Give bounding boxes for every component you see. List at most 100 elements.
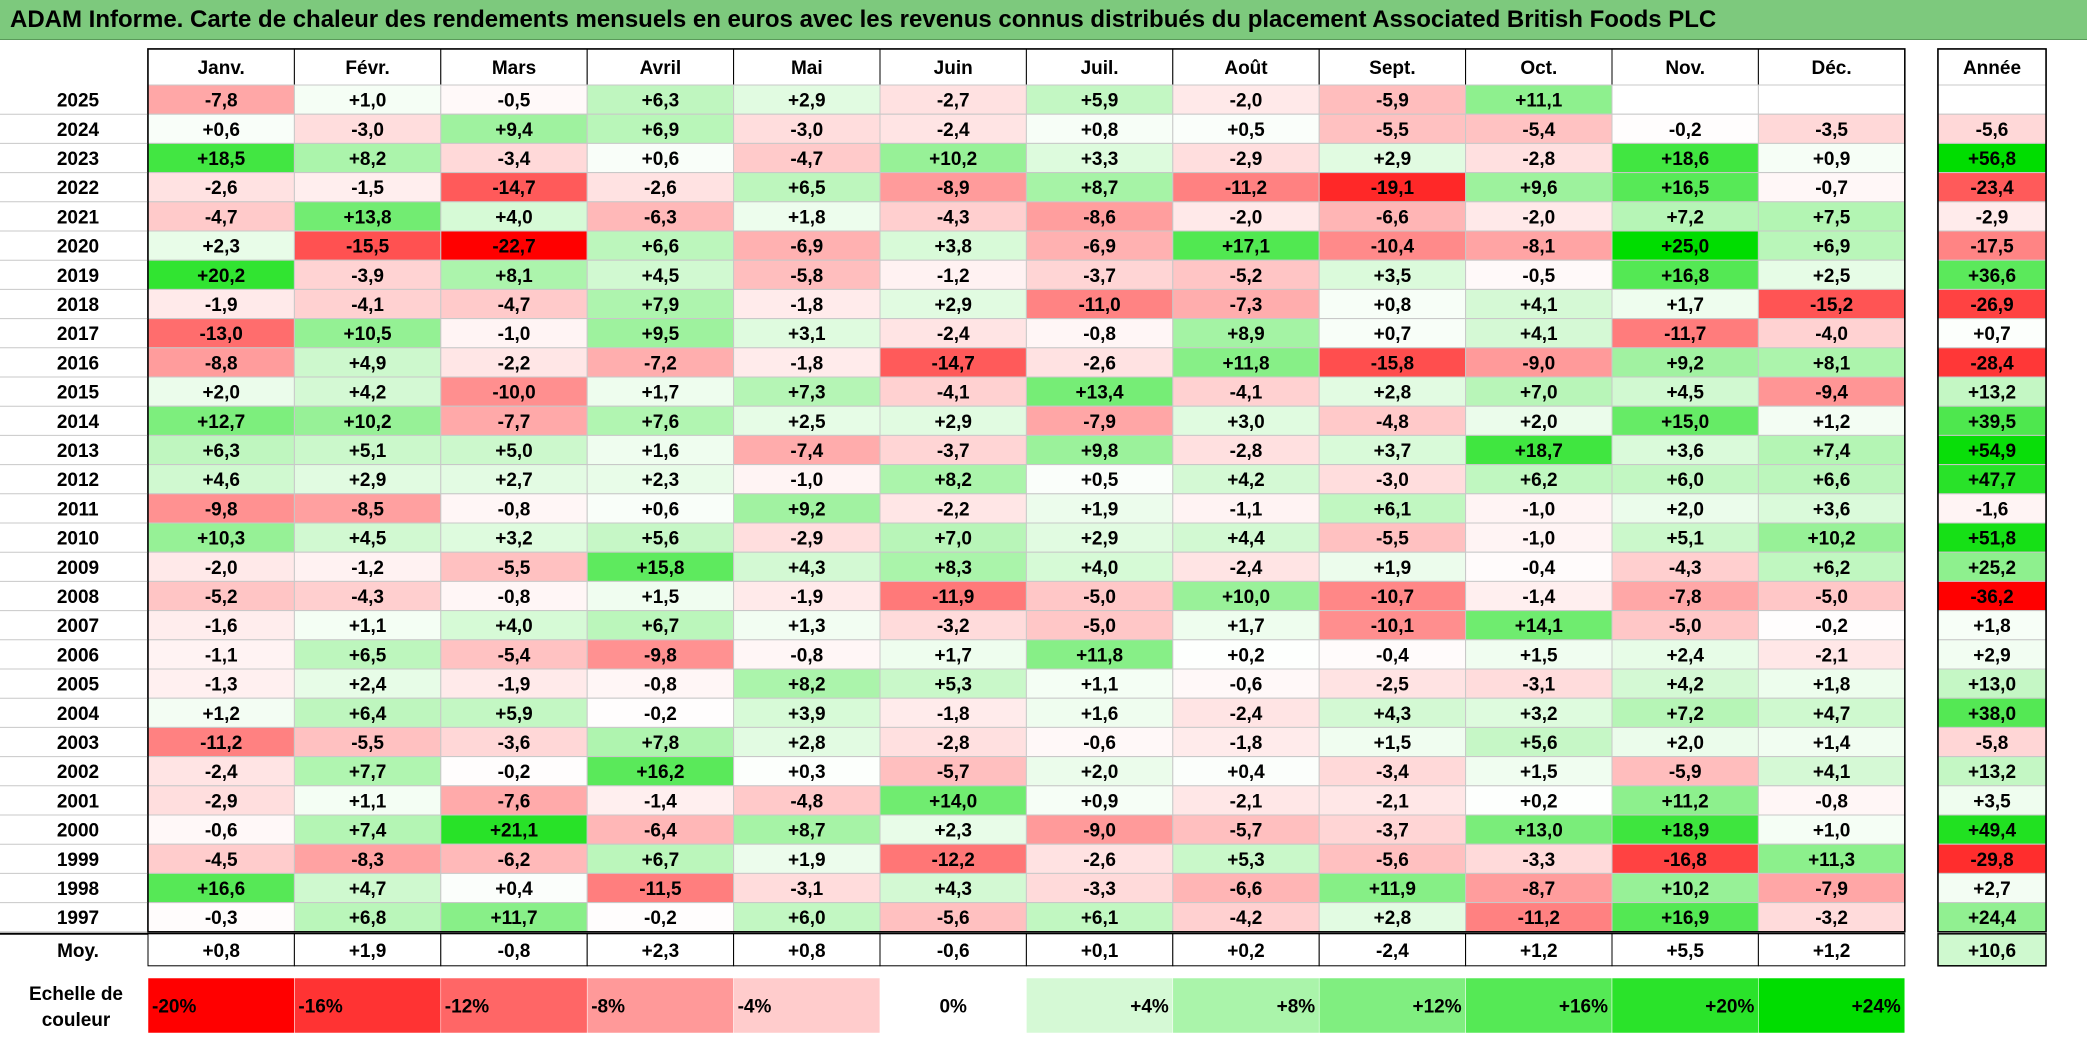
heatmap-cell: [1172, 288, 1320, 320]
cell-value-label: +11,8: [1076, 645, 1123, 666]
heatmap-cell: [1025, 434, 1174, 466]
cell-value-label: -2,8: [937, 733, 970, 754]
heatmap-cell: [733, 551, 881, 582]
cell-value-label: -3,0: [351, 120, 384, 141]
heatmap-cell: [1172, 902, 1320, 933]
cell-value-label: -15,5: [346, 237, 390, 258]
month-header-label: Oct.: [1520, 58, 1557, 79]
heatmap-cell: [586, 551, 735, 582]
year-label: 2015: [57, 383, 100, 404]
cell-value-label: +0,3: [788, 762, 826, 783]
cell-value-label: -2,7: [937, 91, 970, 112]
cell-value-label: +16,9: [1661, 908, 1709, 929]
cell-value-label: +5,6: [642, 529, 680, 550]
heatmap-cell: [1465, 697, 1613, 728]
annual-value-label: +54,9: [1968, 441, 2016, 462]
annual-cell: [1937, 580, 2047, 612]
heatmap-cell: [147, 639, 295, 670]
heatmap-cell: [733, 814, 881, 845]
cell-value-label: +11,3: [1808, 850, 1855, 871]
cell-value-label: +5,0: [495, 441, 533, 462]
cell-value-label: +6,8: [349, 908, 387, 929]
cell-value-label: +17,1: [1222, 237, 1271, 258]
cell-value-label: +2,0: [1081, 762, 1119, 783]
heatmap-cell: [293, 493, 442, 524]
cell-value-label: -0,2: [1669, 120, 1702, 141]
cell-value-label: +18,7: [1515, 441, 1563, 462]
cell-value-label: -0,8: [1815, 791, 1848, 812]
annual-cell: [1937, 843, 2047, 874]
heatmap-cell: [147, 522, 295, 553]
heatmap-cell: [147, 259, 295, 290]
cell-value-label: +6,1: [1081, 908, 1119, 929]
cell-value-label: +6,7: [642, 850, 680, 871]
cell-value-label: +2,9: [788, 91, 826, 112]
cell-value-label: -15,8: [1371, 353, 1414, 374]
cell-value-label: +8,1: [1813, 353, 1851, 374]
heatmap-cell: [1465, 230, 1613, 261]
heatmap-cell: [1025, 814, 1174, 845]
heatmap-cell: [1318, 697, 1467, 728]
cell-value-label: -4,1: [351, 295, 384, 316]
scale-step-label: 0%: [939, 997, 967, 1018]
heatmap-cell: [586, 668, 735, 699]
heatmap-cell: [733, 522, 881, 553]
cell-value-label: -3,2: [1815, 908, 1848, 929]
cell-value-label: -0,5: [1522, 266, 1555, 287]
heatmap-cell: [293, 405, 442, 436]
cell-value-label: +4,4: [1227, 529, 1265, 550]
year-label: 2014: [57, 412, 100, 433]
annual-value-label: +13,2: [1968, 383, 2016, 404]
cell-value-label: +0,4: [495, 879, 533, 900]
cell-value-label: +10,0: [1222, 587, 1270, 608]
cell-value-label: +1,9: [1374, 558, 1412, 579]
cell-value-label: -11,2: [200, 733, 242, 754]
cell-value-label: +1,3: [788, 616, 826, 637]
year-label: 2016: [57, 353, 99, 374]
annual-value-label: +38,0: [1968, 704, 2016, 725]
cell-value-label: +7,0: [1520, 383, 1558, 404]
heatmap-cell: [440, 756, 588, 787]
heatmap-cell: [440, 84, 588, 115]
heatmap-cell: [1318, 726, 1467, 758]
cell-value-label: +8,2: [934, 470, 972, 491]
heatmap-cell: [1318, 902, 1467, 933]
cell-value-label: +8,9: [1227, 324, 1265, 345]
cell-value-label: +2,9: [934, 295, 972, 316]
cell-value-label: +6,0: [788, 908, 826, 929]
annual-value-label: +51,8: [1968, 529, 2016, 550]
heatmap-cell: [1318, 259, 1467, 290]
heatmap-cell: [1172, 814, 1320, 845]
heatmap-cell: [586, 785, 735, 816]
scale-swatch: [1758, 977, 1906, 1034]
month-header-label: Mai: [791, 58, 823, 79]
cell-value-label: +3,8: [934, 237, 972, 258]
scale-step-label: +20%: [1705, 997, 1754, 1018]
cell-value-label: +1,0: [1813, 821, 1851, 842]
cell-value-label: -11,2: [1225, 178, 1267, 199]
cell-value-label: +0,2: [1520, 791, 1558, 812]
cell-value-label: +0,6: [202, 120, 240, 141]
cell-value-label: -7,6: [498, 791, 531, 812]
cell-value-label: +1,1: [349, 616, 387, 637]
year-label: 2009: [57, 558, 99, 579]
cell-value-label: -3,7: [1083, 266, 1116, 287]
average-cell: [147, 933, 295, 967]
heatmap-cell: [1318, 464, 1467, 495]
cell-value-label: +2,9: [1374, 149, 1412, 170]
average-cell: [293, 933, 442, 967]
annual-value-label: -5,6: [1976, 120, 2009, 141]
cell-value-label: -4,0: [1815, 324, 1848, 345]
heatmap-cell: [1757, 814, 1906, 845]
heatmap-cell: [1465, 201, 1613, 232]
year-label: 2010: [57, 529, 99, 550]
heatmap-cell: [733, 639, 881, 670]
cell-value-label: +11,1: [1515, 91, 1562, 112]
cell-value-label: -1,9: [498, 675, 531, 696]
cell-value-label: -0,6: [1083, 733, 1116, 754]
cell-value-label: +5,9: [1081, 91, 1119, 112]
cell-value-label: -2,6: [1083, 353, 1116, 374]
heatmap-cell: [293, 756, 442, 787]
heatmap-cell: [1465, 493, 1613, 524]
heatmap-cell: [1172, 230, 1320, 261]
